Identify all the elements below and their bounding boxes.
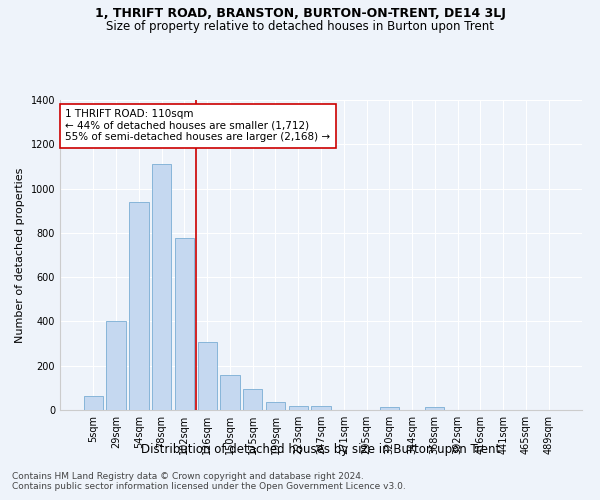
Bar (243, 389, 262, 410)
Bar (220, 374, 239, 410)
Bar (84, 396, 103, 410)
Text: Size of property relative to detached houses in Burton upon Trent: Size of property relative to detached ho… (106, 20, 494, 33)
Text: Distribution of detached houses by size in Burton upon Trent: Distribution of detached houses by size … (142, 442, 500, 456)
Text: Contains HM Land Registry data © Crown copyright and database right 2024.: Contains HM Land Registry data © Crown c… (12, 472, 364, 481)
Bar (266, 402, 285, 410)
Bar (152, 164, 172, 410)
Y-axis label: Number of detached properties: Number of detached properties (15, 168, 25, 342)
Bar (289, 406, 308, 410)
Bar (311, 406, 331, 410)
Bar (380, 406, 399, 410)
Bar (425, 406, 445, 410)
Text: 1 THRIFT ROAD: 110sqm
← 44% of detached houses are smaller (1,712)
55% of semi-d: 1 THRIFT ROAD: 110sqm ← 44% of detached … (65, 110, 331, 142)
Bar (129, 202, 149, 410)
Bar (175, 238, 194, 410)
Bar (197, 342, 217, 410)
Text: 1, THRIFT ROAD, BRANSTON, BURTON-ON-TRENT, DE14 3LJ: 1, THRIFT ROAD, BRANSTON, BURTON-ON-TREN… (95, 8, 505, 20)
Text: Contains public sector information licensed under the Open Government Licence v3: Contains public sector information licen… (12, 482, 406, 491)
Bar (106, 322, 126, 410)
